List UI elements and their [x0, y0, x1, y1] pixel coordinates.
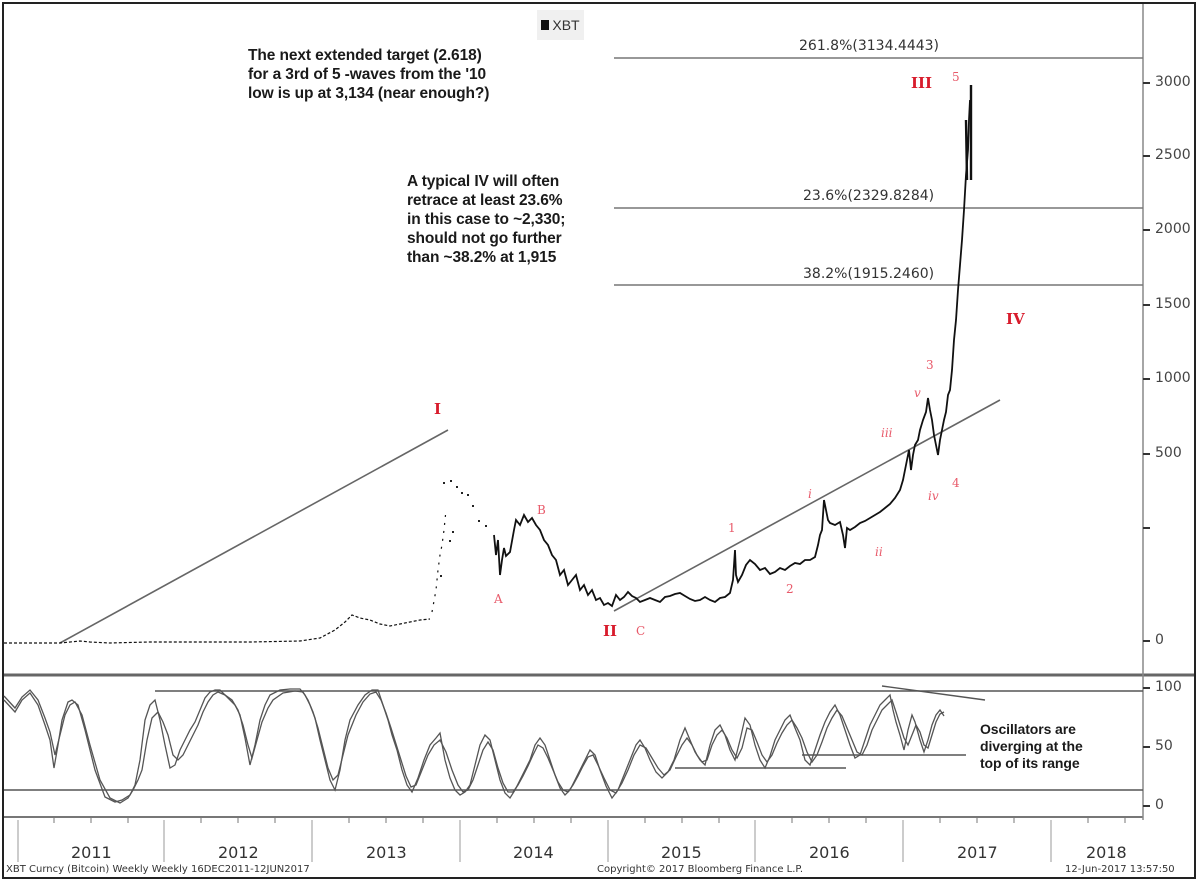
x-tick-2018: 2018 — [1086, 843, 1127, 862]
target-note-line: for a 3rd of 5 -waves from the '10 — [248, 66, 487, 83]
legend-label: XBT — [552, 17, 580, 33]
x-tick-2013: 2013 — [366, 843, 407, 862]
target-note-line: The next extended target (2.618) — [248, 47, 482, 64]
osc-tick-100: 100 — [1155, 679, 1182, 695]
y-tick-2500: 2500 — [1155, 147, 1191, 163]
footer-timestamp: 12-Jun-2017 13:57:50 — [1065, 864, 1175, 875]
retrace-note-line: A typical IV will often — [407, 173, 560, 190]
fib-label-261: 261.8%(3134.4443) — [799, 38, 940, 54]
x-tick-2011: 2011 — [71, 843, 112, 862]
wave-label-v: v — [914, 386, 921, 400]
wave-label-ii: ii — [875, 545, 883, 559]
year-separators — [17, 820, 1052, 862]
x-tick-2012: 2012 — [218, 843, 259, 862]
wave-label-C: C — [636, 624, 646, 638]
wave-label-A: A — [494, 592, 503, 606]
wave-label-4: 4 — [952, 476, 960, 490]
month-ticks — [53, 817, 1126, 823]
osc-note-line: top of its range — [980, 755, 1080, 771]
osc-note-line: diverging at the — [980, 738, 1083, 754]
osc-tick-0: 0 — [1155, 797, 1164, 813]
wave-label-iv: iv — [928, 489, 939, 503]
osc-ref-lines — [4, 685, 1143, 791]
legend-swatch — [541, 20, 550, 30]
x-tick-2014: 2014 — [513, 843, 554, 862]
wave-label-B: B — [537, 503, 546, 517]
y-tick-500: 500 — [1155, 445, 1182, 461]
x-tick-2015: 2015 — [661, 843, 702, 862]
retrace-note-line: than ~38.2% at 1,915 — [407, 249, 557, 266]
target-annotation: The next extended target (2.618) for a 3… — [248, 46, 489, 103]
y-tick-1000: 1000 — [1155, 370, 1191, 386]
trendline-wave-I — [59, 429, 449, 644]
price-series — [4, 85, 973, 644]
y-tick-3000: 3000 — [1155, 74, 1191, 90]
wave-label-2: 2 — [786, 582, 794, 596]
oscillator-annotation: Oscillators are diverging at the top of … — [980, 721, 1083, 772]
wave-label-3: 3 — [926, 358, 934, 372]
wave-label-I: I — [434, 400, 442, 418]
wave-label-1: 1 — [728, 521, 736, 535]
osc-note-line: Oscillators are — [980, 721, 1076, 737]
wave-label-iii: iii — [881, 426, 893, 440]
price-y-ticks — [1143, 82, 1150, 642]
osc-y-ticks — [1143, 687, 1150, 807]
oscillator-series — [3, 688, 945, 804]
retrace-note-line: in this case to ~2,330; — [407, 211, 566, 228]
retrace-note-line: retrace at least 23.6% — [407, 192, 563, 209]
x-tick-2017: 2017 — [957, 843, 998, 862]
fib-label-236: 23.6%(2329.8284) — [803, 188, 935, 204]
target-note-line: low is up at 3,134 (near enough?) — [248, 85, 490, 102]
y-tick-0: 0 — [1155, 632, 1164, 648]
osc-tick-50: 50 — [1155, 738, 1173, 754]
legend-xbt: XBT — [537, 10, 584, 40]
fib-label-382: 38.2%(1915.2460) — [803, 266, 935, 282]
x-tick-2016: 2016 — [809, 843, 850, 862]
y-tick-2000: 2000 — [1155, 221, 1191, 237]
footer-copyright: Copyright© 2017 Bloomberg Finance L.P. — [597, 864, 804, 875]
wave-label-IV: IV — [1006, 310, 1025, 328]
wave-label-III: III — [911, 74, 933, 92]
retrace-annotation: A typical IV will often retrace at least… — [407, 172, 565, 267]
fib-lines — [614, 57, 1143, 286]
wave-label-5: 5 — [952, 70, 960, 84]
wave-label-II: II — [603, 622, 618, 640]
y-tick-1500: 1500 — [1155, 296, 1191, 312]
footer-series-info: XBT Curncy (Bitcoin) Weekly Weekly 16DEC… — [6, 864, 310, 875]
retrace-note-line: should not go further — [407, 230, 562, 247]
wave-label-i: i — [808, 487, 812, 501]
trendline-channel — [613, 399, 1001, 612]
